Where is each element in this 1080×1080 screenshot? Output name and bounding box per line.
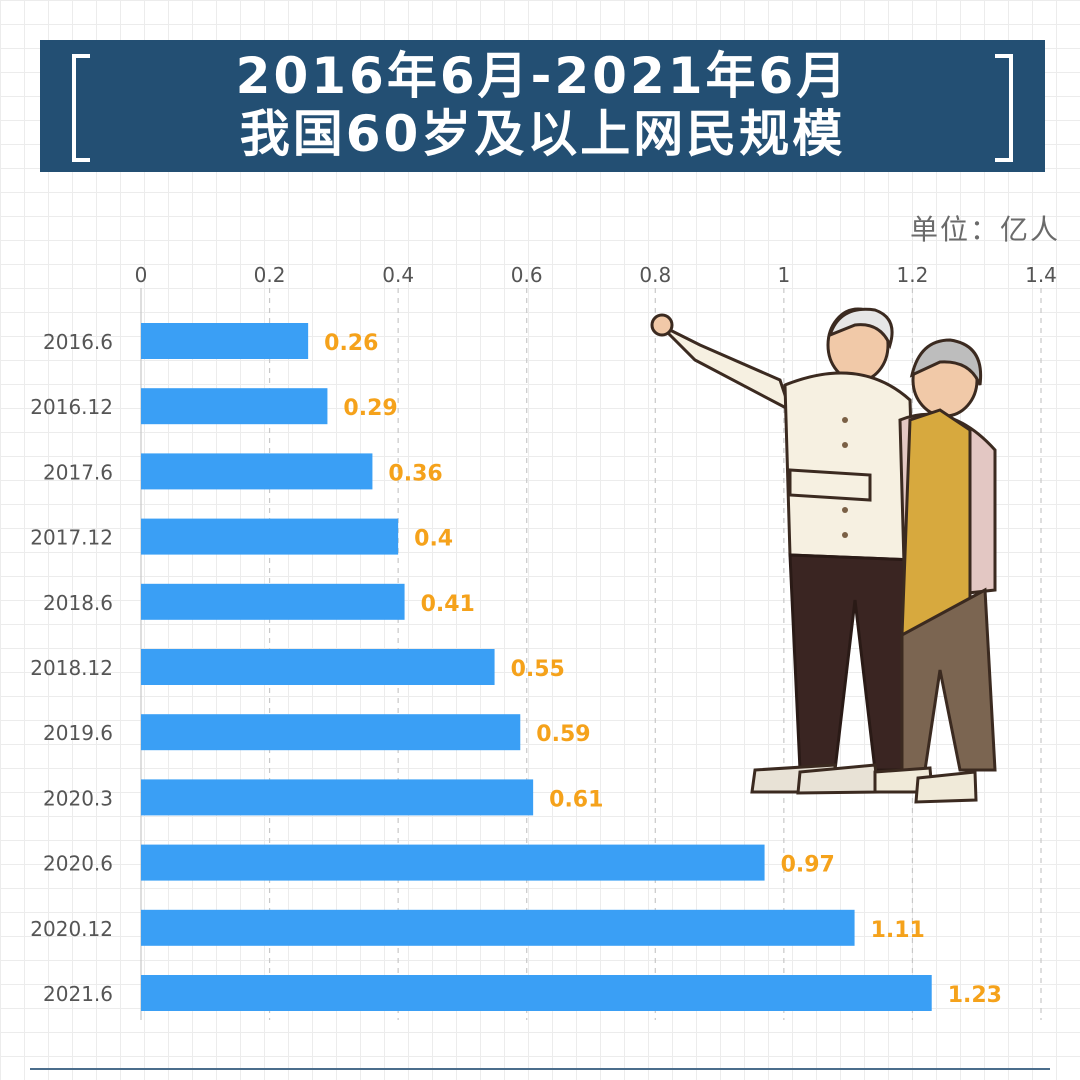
data-label: 0.4	[414, 527, 453, 552]
bar	[141, 518, 399, 555]
elderly-woman-figure	[873, 338, 997, 804]
x-tick-label: 0	[135, 263, 148, 287]
data-label: 0.97	[781, 853, 835, 878]
category-label: 2020.3	[43, 786, 113, 810]
elderly-man-figure	[650, 307, 917, 795]
data-label: 0.41	[421, 592, 475, 617]
category-label: 2020.12	[30, 917, 113, 941]
x-tick-label: 0.8	[639, 263, 671, 287]
bar	[141, 583, 405, 620]
data-label: 0.26	[324, 331, 378, 356]
chart-title-line1: 2016年6月-2021年6月	[235, 47, 850, 105]
footer-divider	[30, 1068, 1050, 1070]
data-label: 0.55	[511, 657, 565, 682]
bar	[141, 779, 534, 816]
bar	[141, 909, 855, 946]
category-label: 2018.12	[30, 656, 113, 680]
category-label: 2019.6	[43, 721, 113, 745]
bar	[141, 388, 328, 425]
category-label: 2018.6	[43, 591, 113, 615]
bar	[141, 975, 932, 1011]
category-label: 2017.12	[30, 526, 113, 550]
data-label: 0.36	[388, 461, 442, 486]
right-bracket-decoration	[995, 54, 1013, 162]
bar	[141, 323, 309, 359]
category-label: 2016.12	[30, 395, 113, 419]
elderly-couple-illustration	[650, 307, 997, 804]
category-label: 2020.6	[43, 852, 113, 876]
left-bracket-decoration	[72, 54, 90, 162]
category-label: 2021.6	[43, 982, 113, 1006]
title-banner: 2016年6月-2021年6月 我国60岁及以上网民规模	[40, 40, 1045, 172]
data-label: 1.11	[871, 918, 925, 943]
data-label: 0.61	[549, 787, 603, 812]
x-tick-label: 0.2	[254, 263, 286, 287]
bar	[141, 453, 373, 490]
data-label: 0.29	[343, 396, 397, 421]
x-tick-label: 0.4	[382, 263, 414, 287]
bar	[141, 844, 765, 881]
data-label: 0.59	[536, 722, 590, 747]
unit-label: 单位：亿人	[909, 213, 1060, 246]
category-label: 2017.6	[43, 460, 113, 484]
x-tick-label: 1	[777, 263, 790, 287]
x-tick-label: 1.2	[897, 263, 929, 287]
data-label: 1.23	[948, 983, 1002, 1008]
bar	[141, 714, 521, 751]
chart-title-line2: 我国60岁及以上网民规模	[239, 105, 846, 163]
x-tick-label: 1.4	[1025, 263, 1057, 287]
x-tick-label: 0.6	[511, 263, 543, 287]
category-label: 2016.6	[43, 330, 113, 354]
bar	[141, 649, 495, 685]
